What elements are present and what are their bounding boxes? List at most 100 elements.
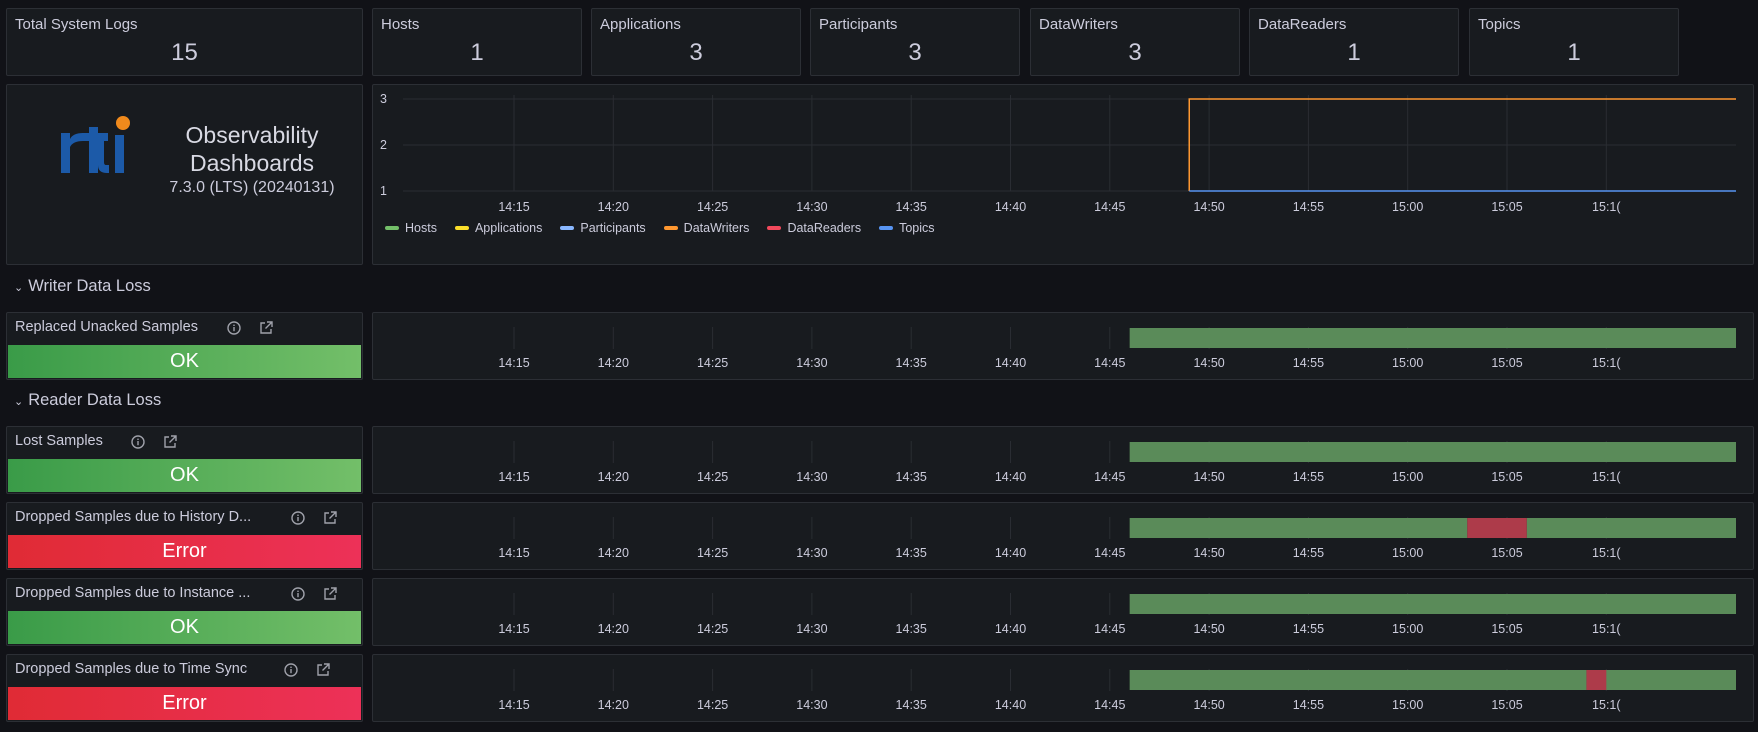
legend-label: Participants	[580, 221, 646, 235]
chart-x-tick-label: 14:40	[995, 200, 1026, 214]
timeline-tick-label: 14:15	[498, 622, 529, 636]
timeline-tick-label: 15:1(	[1592, 698, 1621, 712]
stat-datareaders[interactable]: DataReaders 1	[1249, 8, 1459, 76]
state-timeline: 14:15 14:20 14:25 14:30 14:35 14:40 14:45 14:50…	[498, 517, 1736, 560]
chevron-down-icon: ⌄	[14, 396, 24, 408]
legend-item-topics[interactable]: Topics	[879, 221, 935, 235]
state-timeline-panel[interactable]: 14:15 14:20 14:25 14:30 14:35 14:40 14:45 14:50…	[372, 426, 1754, 494]
status-panel-title: Dropped Samples due to Instance ...	[15, 585, 251, 601]
stat-title: Hosts	[381, 16, 420, 33]
stat-applications[interactable]: Applications 3	[591, 8, 801, 76]
legend-item-participants[interactable]: Participants	[560, 221, 646, 235]
timeline-tick-label: 14:20	[598, 698, 629, 712]
legend-swatch	[385, 226, 399, 230]
external-link-icon[interactable]	[314, 661, 332, 679]
stat-title: Applications	[600, 16, 681, 33]
stat-value: 1	[470, 39, 484, 66]
status-error-indicator: Error	[8, 535, 361, 568]
logo-version: 7.3.0 (LTS) (20240131)	[169, 179, 335, 196]
legend-swatch	[663, 226, 678, 230]
stat-value: 1	[1347, 39, 1361, 66]
info-icon[interactable]	[289, 585, 307, 603]
legend-item-applications[interactable]: Applications	[454, 221, 543, 235]
timeline-tick-label: 14:30	[796, 356, 827, 370]
status-panel[interactable]: Lost Samples OK	[6, 426, 363, 494]
status-panel[interactable]: Dropped Samples due to History D... Error	[6, 502, 363, 570]
legend-item-datareaders[interactable]: DataReaders	[767, 221, 861, 235]
section-reader-data-loss[interactable]: ⌄ Reader Data Loss	[14, 391, 161, 410]
status-panel[interactable]: Replaced Unacked Samples OK	[6, 312, 363, 380]
timeline-tick-label: 14:20	[598, 356, 629, 370]
timeline-tick-label: 14:35	[896, 546, 927, 560]
chart-x-tick-label: 14:35	[896, 200, 927, 214]
state-timeline-panel[interactable]: 14:15 14:20 14:25 14:30 14:35 14:40 14:45 14:50…	[372, 578, 1754, 646]
stat-hosts[interactable]: Hosts 1	[372, 8, 582, 76]
timeline-ok-segment	[1129, 670, 1587, 690]
external-link-icon[interactable]	[321, 509, 339, 527]
info-icon[interactable]	[282, 661, 300, 679]
stat-topics[interactable]: Topics 1	[1469, 8, 1679, 76]
logo-title-line1: Observability	[185, 122, 319, 148]
timeline-tick-label: 14:35	[896, 356, 927, 370]
legend-label: DataReaders	[787, 221, 862, 235]
timeline-tick-label: 14:40	[995, 698, 1026, 712]
state-timeline-panel[interactable]: 14:15 14:20 14:25 14:30 14:35 14:40 14:45 14:50…	[372, 502, 1754, 570]
timeline-tick-label: 15:00	[1392, 546, 1423, 560]
timeline-tick-label: 14:25	[697, 698, 728, 712]
timeline-tick-label: 14:35	[896, 470, 927, 484]
timeline-tick-label: 14:20	[598, 546, 629, 560]
state-timeline: 14:15 14:20 14:25 14:30 14:35 14:40 14:45 14:50…	[498, 593, 1736, 636]
stat-total-system-logs[interactable]: Total System Logs 15	[6, 8, 363, 76]
stat-value: 3	[908, 39, 922, 66]
stat-title: Participants	[819, 16, 898, 33]
timeline-tick-label: 15:00	[1392, 470, 1423, 484]
status-panel-title: Dropped Samples due to Time Sync	[15, 661, 248, 677]
line-chart: 3 2 1 14:15 14:20 14:25 14:30 14:35 14:40 14:45 14…	[380, 92, 1736, 214]
legend-swatch	[560, 226, 575, 230]
timeline-tick-label: 14:50	[1193, 470, 1224, 484]
stat-value: 3	[1128, 39, 1142, 66]
external-link-icon[interactable]	[321, 585, 339, 603]
stat-participants[interactable]: Participants 3	[810, 8, 1020, 76]
stat-title: Total System Logs	[15, 16, 138, 33]
stat-datawriters[interactable]: DataWriters 3	[1030, 8, 1240, 76]
timeline-tick-label: 15:05	[1491, 356, 1522, 370]
timeline-tick-label: 14:20	[598, 470, 629, 484]
timeline-tick-label: 14:50	[1193, 356, 1224, 370]
timeline-tick-label: 14:25	[697, 622, 728, 636]
status-panel[interactable]: Dropped Samples due to Time Sync Error	[6, 654, 363, 722]
section-title: Writer Data Loss	[28, 277, 151, 295]
legend-item-hosts[interactable]: Hosts	[385, 221, 437, 235]
external-link-icon[interactable]	[257, 319, 275, 337]
legend-label: DataWriters	[683, 221, 750, 235]
status-panel[interactable]: Dropped Samples due to Instance ... OK	[6, 578, 363, 646]
timeline-error-segment	[1467, 518, 1527, 538]
timeline-tick-label: 14:55	[1293, 546, 1324, 560]
status-ok-indicator: OK	[8, 345, 361, 378]
counts-time-series-panel[interactable]: 3 2 1 14:15 14:20 14:25 14:30 14:35 14:40 14:45 14…	[372, 84, 1754, 265]
section-title: Reader Data Loss	[28, 391, 162, 409]
info-icon[interactable]	[129, 433, 147, 451]
timeline-tick-label: 14:25	[697, 546, 728, 560]
info-icon[interactable]	[289, 509, 307, 527]
info-icon[interactable]	[225, 319, 243, 337]
chart-x-tick-label: 15:00	[1392, 200, 1423, 214]
chart-x-tick-label: 14:50	[1193, 200, 1224, 214]
chart-x-tick-label: 14:45	[1094, 200, 1125, 214]
timeline-tick-label: 14:35	[896, 622, 927, 636]
timeline-tick-label: 15:00	[1392, 356, 1423, 370]
stat-value: 3	[689, 39, 703, 66]
status-ok-indicator: OK	[8, 459, 361, 492]
state-timeline-panel[interactable]: 14:15 14:20 14:25 14:30 14:35 14:40 14:45 14:50…	[372, 312, 1754, 380]
stat-value: 15	[171, 39, 198, 66]
timeline-tick-label: 14:55	[1293, 698, 1324, 712]
legend-item-datawriters[interactable]: DataWriters	[663, 221, 750, 235]
legend-label: Hosts	[405, 221, 437, 235]
section-writer-data-loss[interactable]: ⌄ Writer Data Loss	[14, 277, 151, 296]
timeline-tick-label: 14:30	[796, 546, 827, 560]
external-link-icon[interactable]	[161, 433, 179, 451]
timeline-ok-segment	[1129, 518, 1468, 538]
state-timeline-panel[interactable]: 14:15 14:20 14:25 14:30 14:35 14:40 14:45 14:50…	[372, 654, 1754, 722]
legend-label: Applications	[474, 221, 543, 235]
timeline-tick-label: 14:50	[1193, 698, 1224, 712]
